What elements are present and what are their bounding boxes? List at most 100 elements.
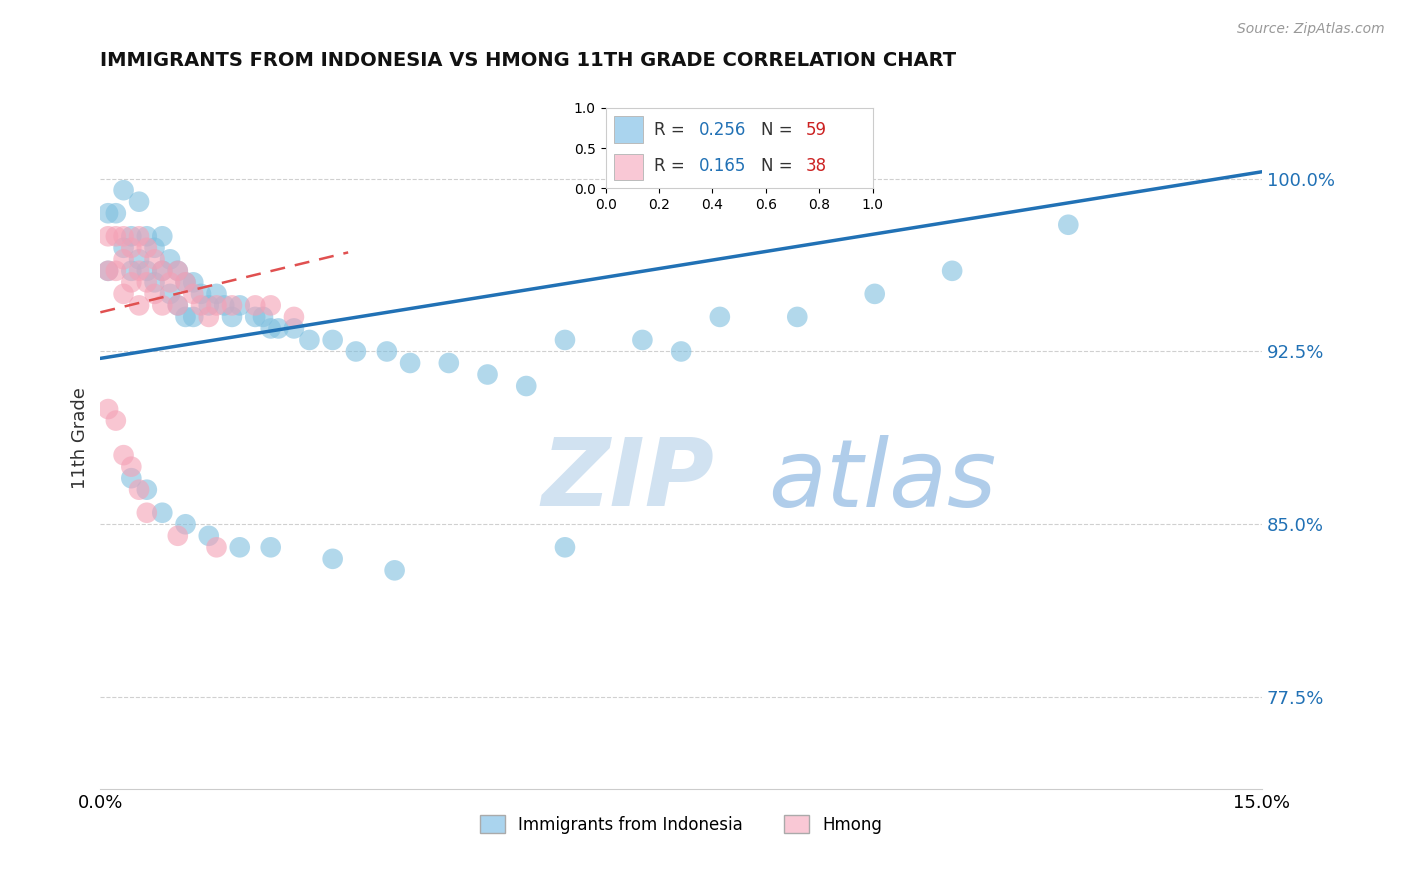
Point — [221, 310, 243, 324]
Point — [159, 252, 181, 267]
Point — [252, 310, 274, 324]
Point — [190, 298, 212, 312]
Point — [135, 229, 157, 244]
Point — [104, 414, 127, 428]
Point — [181, 286, 204, 301]
Point — [128, 252, 150, 267]
Point — [260, 298, 283, 312]
Point — [174, 276, 197, 290]
Point — [190, 286, 212, 301]
Point — [135, 276, 157, 290]
Point — [267, 321, 290, 335]
Point — [159, 276, 181, 290]
Point — [205, 541, 228, 555]
Point — [150, 264, 173, 278]
Point — [322, 333, 344, 347]
Point — [112, 286, 135, 301]
Point — [283, 321, 305, 335]
Point — [150, 506, 173, 520]
Point — [135, 483, 157, 497]
Point — [143, 252, 166, 267]
Point — [166, 529, 188, 543]
Point — [786, 310, 808, 324]
Point — [221, 298, 243, 312]
Point — [205, 286, 228, 301]
Point — [120, 276, 142, 290]
Point — [128, 229, 150, 244]
Point — [477, 368, 499, 382]
Point — [166, 264, 188, 278]
Point — [112, 229, 135, 244]
Point — [283, 310, 305, 324]
Point — [229, 298, 252, 312]
Point — [174, 276, 197, 290]
Point — [143, 241, 166, 255]
Point — [97, 402, 120, 417]
Y-axis label: 11th Grade: 11th Grade — [72, 387, 89, 489]
Point — [128, 483, 150, 497]
Point — [112, 241, 135, 255]
Point — [128, 264, 150, 278]
Point — [135, 264, 157, 278]
Point — [863, 286, 886, 301]
Point — [135, 241, 157, 255]
Point — [150, 229, 173, 244]
Point — [245, 310, 267, 324]
Point — [120, 264, 142, 278]
Text: atlas: atlas — [768, 434, 997, 525]
Point — [159, 286, 181, 301]
Point — [166, 298, 188, 312]
Point — [112, 448, 135, 462]
Point — [128, 194, 150, 209]
Point — [104, 206, 127, 220]
Point — [104, 264, 127, 278]
Text: Source: ZipAtlas.com: Source: ZipAtlas.com — [1237, 22, 1385, 37]
Point — [212, 298, 235, 312]
Point — [120, 471, 142, 485]
Point — [1057, 218, 1080, 232]
Point — [181, 310, 204, 324]
Point — [245, 298, 267, 312]
Point — [322, 551, 344, 566]
Point — [143, 286, 166, 301]
Point — [260, 541, 283, 555]
Point — [384, 563, 406, 577]
Point — [97, 264, 120, 278]
Point — [150, 298, 173, 312]
Point — [941, 264, 963, 278]
Point — [631, 333, 654, 347]
Point — [181, 276, 204, 290]
Legend: Immigrants from Indonesia, Hmong: Immigrants from Indonesia, Hmong — [479, 815, 883, 834]
Point — [166, 264, 188, 278]
Point — [174, 517, 197, 532]
Text: ZIP: ZIP — [541, 434, 714, 526]
Point — [344, 344, 367, 359]
Point — [128, 298, 150, 312]
Point — [260, 321, 283, 335]
Point — [150, 264, 173, 278]
Point — [97, 206, 120, 220]
Point — [554, 541, 576, 555]
Point — [174, 310, 197, 324]
Point — [554, 333, 576, 347]
Point — [515, 379, 537, 393]
Point — [120, 241, 142, 255]
Text: IMMIGRANTS FROM INDONESIA VS HMONG 11TH GRADE CORRELATION CHART: IMMIGRANTS FROM INDONESIA VS HMONG 11TH … — [100, 51, 956, 70]
Point — [97, 264, 120, 278]
Point — [197, 310, 219, 324]
Point — [197, 529, 219, 543]
Point — [399, 356, 422, 370]
Point — [120, 459, 142, 474]
Point — [375, 344, 398, 359]
Point — [135, 506, 157, 520]
Point — [104, 229, 127, 244]
Point — [120, 229, 142, 244]
Point — [298, 333, 321, 347]
Point — [97, 229, 120, 244]
Point — [437, 356, 460, 370]
Point — [143, 276, 166, 290]
Point — [112, 183, 135, 197]
Point — [166, 298, 188, 312]
Point — [112, 252, 135, 267]
Point — [709, 310, 731, 324]
